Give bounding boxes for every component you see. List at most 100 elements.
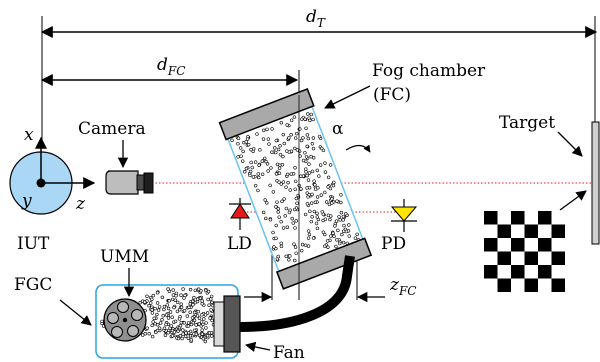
camera-icon: [105, 170, 154, 195]
fog-particle: [194, 323, 198, 327]
fog-particle: [195, 297, 200, 301]
fog-particle: [270, 127, 274, 131]
fog-particle: [309, 219, 314, 224]
fog-particle: [147, 332, 151, 336]
fog-particle: [315, 226, 320, 231]
checker-square: [484, 211, 498, 225]
fog-particle: [156, 308, 161, 312]
fog-particle: [143, 332, 148, 336]
fog-particle: [178, 334, 183, 338]
fog-particle: [317, 134, 322, 139]
fog-particle: [287, 258, 291, 262]
label-target: Target: [499, 113, 555, 133]
fog-particle: [323, 161, 327, 165]
fog-particle: [180, 336, 184, 341]
fog-particle: [184, 331, 188, 335]
fog-particle: [337, 215, 341, 219]
fog-particle: [331, 183, 336, 188]
label-umm: UMM: [100, 247, 149, 267]
fog-particle: [300, 117, 304, 121]
fog-particle: [276, 210, 280, 214]
fog-particle: [321, 212, 326, 217]
fog-particle: [170, 334, 175, 338]
fog-particle: [293, 187, 297, 192]
fog-particle: [210, 334, 214, 338]
fog-particle: [257, 163, 261, 167]
fog-particle: [339, 193, 343, 197]
fog-particle: [323, 170, 328, 174]
fog-particle: [178, 308, 182, 312]
fog-particle: [339, 210, 344, 215]
fog-particle: [188, 310, 192, 314]
label-fog-chamber: Fog chamber: [372, 61, 486, 81]
fog-particle: [293, 258, 297, 263]
fog-particle: [319, 193, 324, 197]
axis-y-dot: [36, 178, 46, 188]
fog-particle: [312, 156, 316, 160]
fog-particle: [334, 244, 338, 249]
fog-particle: [249, 160, 253, 165]
fog-particle: [281, 154, 285, 159]
fog-particle: [279, 219, 283, 224]
fog-particle: [287, 150, 291, 154]
fog-particle: [150, 308, 154, 312]
fog-particle: [312, 179, 316, 183]
fog-particle: [270, 150, 274, 154]
fog-particle: [338, 218, 342, 222]
fog-particle: [179, 321, 184, 325]
fog-particle: [277, 166, 282, 170]
fog-particle: [304, 126, 308, 130]
fog-particle: [210, 294, 214, 299]
checker-square: [511, 238, 525, 252]
fog-particle: [176, 329, 180, 333]
fog-particle: [341, 214, 346, 219]
fog-particle: [328, 217, 332, 222]
fog-particle: [255, 132, 259, 136]
checker-square: [497, 251, 511, 265]
iut-sensor: x y z: [9, 125, 96, 215]
fog-particle: [332, 180, 336, 185]
checker-square: [538, 211, 552, 225]
fog-particle: [336, 228, 340, 233]
fog-particle: [241, 149, 245, 154]
fog-particle: [288, 254, 292, 258]
fog-particle: [305, 133, 310, 137]
fog-particle: [289, 172, 293, 176]
fog-particle: [306, 229, 311, 233]
fog-particle: [326, 175, 331, 180]
fog-particle: [307, 162, 311, 166]
fog-particle: [278, 144, 282, 148]
fog-particle: [151, 293, 156, 298]
fog-particle: [197, 333, 202, 337]
fog-particle: [203, 313, 208, 317]
fog-particle: [174, 291, 179, 296]
fog-particle: [192, 332, 196, 336]
fog-particle: [200, 328, 204, 332]
fog-particle: [143, 300, 147, 304]
fog-particle: [305, 201, 310, 206]
fog-particle: [276, 207, 280, 211]
label-camera: Camera: [78, 119, 146, 139]
fog-particle: [191, 303, 195, 307]
fog-particle: [210, 300, 214, 304]
fog-particle: [311, 136, 316, 140]
fog-particle: [172, 305, 176, 310]
fog-particle: [306, 136, 310, 141]
fog-particle: [323, 244, 327, 249]
fog-particle: [339, 200, 343, 205]
fog-particle: [154, 330, 158, 335]
fog-particle: [200, 313, 204, 317]
fog-particle: [323, 190, 327, 195]
fog-particle: [166, 306, 171, 311]
fog-particle: [324, 200, 329, 204]
fog-particle: [265, 201, 269, 205]
fog-particle: [341, 218, 345, 222]
fog-particle: [288, 188, 292, 192]
checker-square: [524, 251, 538, 265]
label-pd: PD: [381, 234, 406, 254]
fog-particle: [299, 187, 303, 191]
fog-particle: [189, 338, 194, 342]
fog-particle: [138, 300, 142, 305]
fog-particle: [268, 183, 272, 188]
fog-particle: [264, 216, 268, 221]
